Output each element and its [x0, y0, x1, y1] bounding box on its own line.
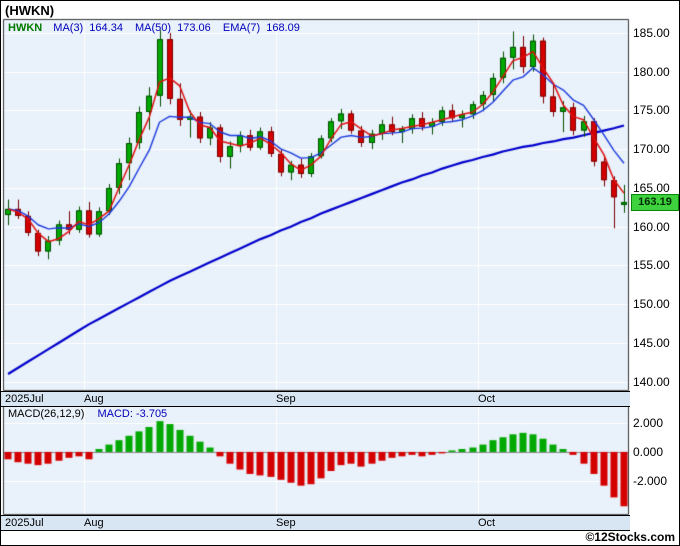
price-legend: HWKN MA(3) 164.34 MA(50) 173.06 EMA(7) 1… [8, 22, 309, 34]
date-axis-bottom: 2025Jul Aug Sep Oct [1, 515, 630, 531]
price-tick-label: 160.00 [633, 220, 670, 234]
price-tick-label: 175.00 [633, 103, 670, 117]
watermark: ©12Stocks.com [585, 530, 675, 544]
month-label: Sep [276, 393, 296, 405]
legend-ma50-label: MA(50) [135, 22, 172, 34]
last-price-badge: 163.19 [631, 194, 679, 211]
month-label: Sep [276, 517, 296, 529]
price-tick-label: 170.00 [633, 142, 670, 156]
price-tick-label: 140.00 [633, 375, 670, 389]
legend-symbol: HWKN [8, 22, 43, 34]
date-axis-top: 2025Jul Aug Sep Oct [1, 391, 630, 407]
legend-ma50-value: 173.06 [177, 22, 211, 34]
month-label: Aug [84, 393, 104, 405]
macd-tick-label: 2.000 [633, 416, 664, 430]
macd-tick-label: -2.000 [633, 474, 668, 488]
month-label: Aug [84, 517, 104, 529]
legend-ema7-value: 168.09 [266, 22, 300, 34]
legend-ema7-label: EMA(7) [222, 22, 261, 34]
page-title: (HWKN) [5, 3, 55, 18]
macd-legend: MACD(26,12,9) MACD: -3.705 [8, 408, 170, 420]
macd-legend-value: MACD: -3.705 [97, 408, 168, 420]
macd-tick-label: 0.000 [633, 445, 664, 459]
month-label: 2025Jul [5, 517, 44, 529]
price-tick-label: 185.00 [633, 26, 670, 40]
month-label: Oct [478, 517, 496, 529]
macd-legend-label: MACD(26,12,9) [8, 408, 85, 420]
price-tick-label: 150.00 [633, 297, 670, 311]
month-label: Oct [478, 393, 496, 405]
price-tick-label: 145.00 [633, 336, 670, 350]
month-label: 2025Jul [5, 393, 44, 405]
price-tick-label: 155.00 [633, 258, 670, 272]
legend-ma3-label: MA(3) [53, 22, 84, 34]
price-tick-label: 180.00 [633, 65, 670, 79]
legend-ma3-value: 164.34 [89, 22, 123, 34]
price-tick-label: 165.00 [633, 181, 670, 195]
